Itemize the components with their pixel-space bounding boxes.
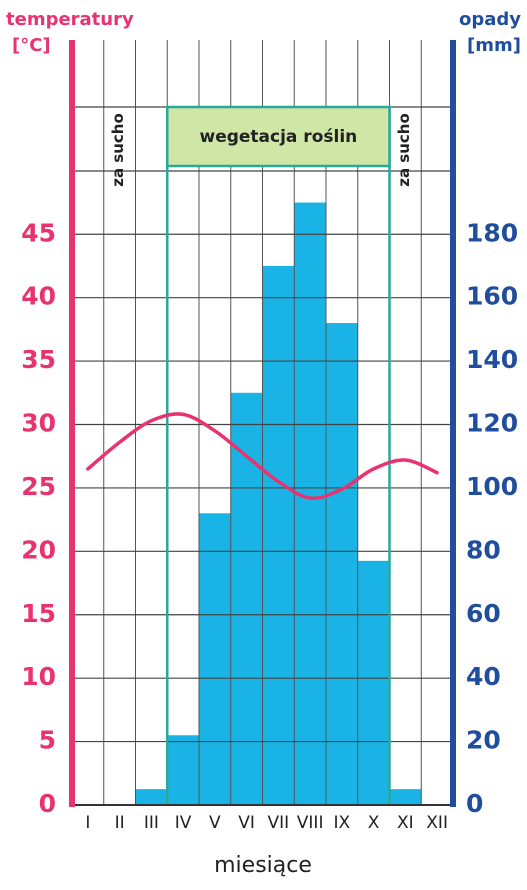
y-tick-label: 20	[21, 535, 56, 564]
x-tick-label: V	[209, 813, 221, 833]
x-tick-label: XI	[397, 813, 414, 833]
y2-tick-label: 0	[466, 789, 483, 818]
y2-tick-label: 120	[466, 409, 518, 438]
bar	[199, 513, 231, 805]
x-tick-label: IV	[175, 813, 192, 833]
temperature-line	[86, 412, 439, 500]
y2-tick-label: 80	[466, 535, 501, 564]
y2-axis-label: opady	[459, 9, 521, 30]
y2-tick-label: 60	[466, 599, 501, 628]
y2-tick-label: 160	[466, 282, 518, 311]
y-axis-label: temperatury	[6, 9, 134, 30]
x-tick-label: I	[85, 813, 90, 833]
x-tick-label: VI	[238, 813, 255, 833]
y-tick-label: 35	[21, 345, 56, 374]
x-tick-label: XII	[426, 813, 448, 833]
y-tick-label: 15	[21, 599, 56, 628]
x-tick-label: X	[368, 813, 380, 833]
y-tick-label: 30	[21, 409, 56, 438]
y-tick-label: 40	[21, 282, 56, 311]
y-tick-label: 10	[21, 662, 56, 691]
y2-tick-label: 140	[466, 345, 518, 374]
bar	[389, 789, 422, 805]
bar	[230, 392, 263, 805]
y2-tick-label: 20	[466, 726, 501, 755]
bar	[357, 560, 390, 805]
x-tick-label: VII	[268, 813, 290, 833]
x-tick-label: III	[144, 813, 159, 833]
y2-tick-label: 100	[466, 472, 518, 501]
vegetation-box	[166, 105, 391, 168]
x-tick-label: IX	[334, 813, 351, 833]
annotation: za sucho	[109, 113, 127, 187]
annotation: za sucho	[395, 113, 413, 187]
y-tick-label: 5	[39, 726, 56, 755]
y-tick-label: 0	[39, 789, 56, 818]
annotation: wegetacja roślin	[199, 127, 357, 147]
y-tick-label: 45	[21, 218, 56, 247]
bar	[167, 735, 199, 805]
y2-tick-label: 40	[466, 662, 501, 691]
x-axis-label: miesiące	[214, 853, 312, 878]
bar	[262, 265, 295, 805]
x-tick-label: II	[115, 813, 125, 833]
y-tick-label: 25	[21, 472, 56, 501]
y2-axis-label: [mm]	[467, 35, 521, 56]
bar	[326, 323, 358, 805]
y2-tick-label: 180	[466, 218, 518, 247]
bar	[135, 789, 168, 805]
y-axis-label: [°C]	[12, 35, 51, 56]
x-tick-label: VIII	[297, 813, 324, 833]
bar	[294, 202, 326, 805]
